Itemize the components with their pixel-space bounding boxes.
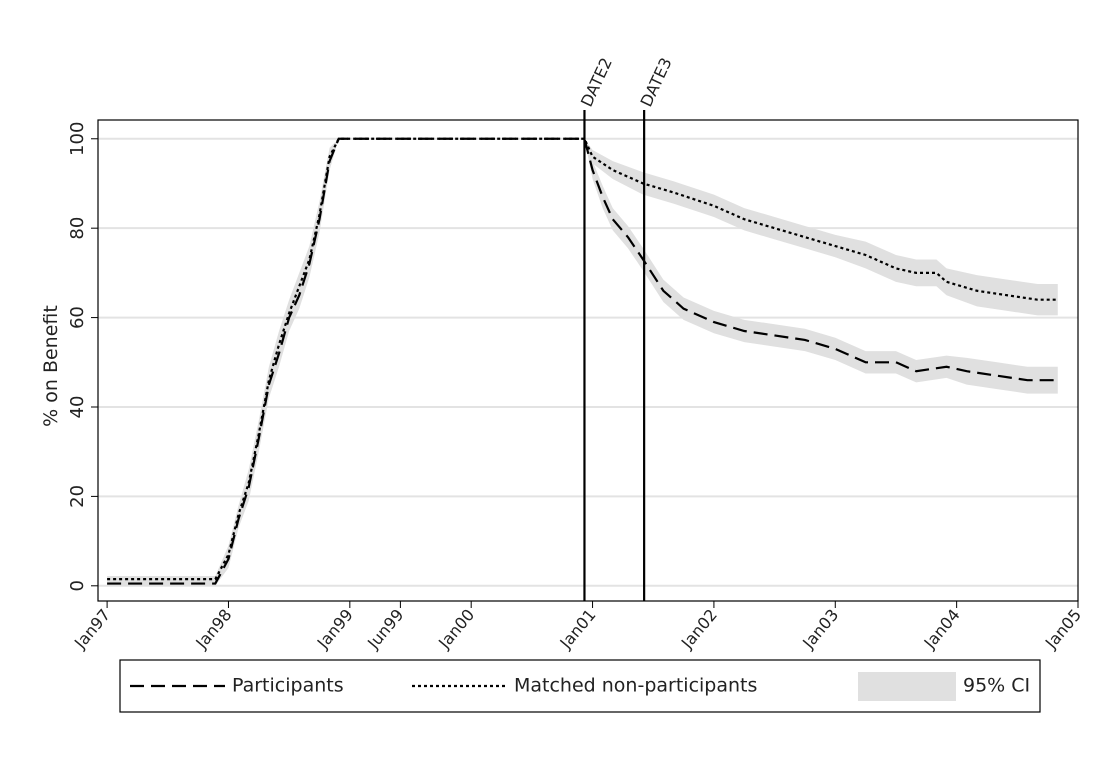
y-tick-label: 100 xyxy=(67,122,88,156)
y-axis-title: % on Benefit xyxy=(40,305,62,427)
y-tick-label: 40 xyxy=(67,396,88,419)
y-tick-label: 80 xyxy=(67,217,88,240)
y-tick-label: 60 xyxy=(67,306,88,329)
ci-band xyxy=(107,138,1058,583)
legend-label: 95% CI xyxy=(963,675,1030,697)
plot-frame xyxy=(97,119,1079,602)
y-tick-label: 0 xyxy=(67,580,88,591)
y-tick-label: 20 xyxy=(67,485,88,508)
data-line xyxy=(107,137,1058,585)
data-line xyxy=(107,137,1058,581)
legend-swatch xyxy=(858,672,956,701)
legend-label: Participants xyxy=(232,675,344,697)
legend-label: Matched non-participants xyxy=(514,675,757,697)
